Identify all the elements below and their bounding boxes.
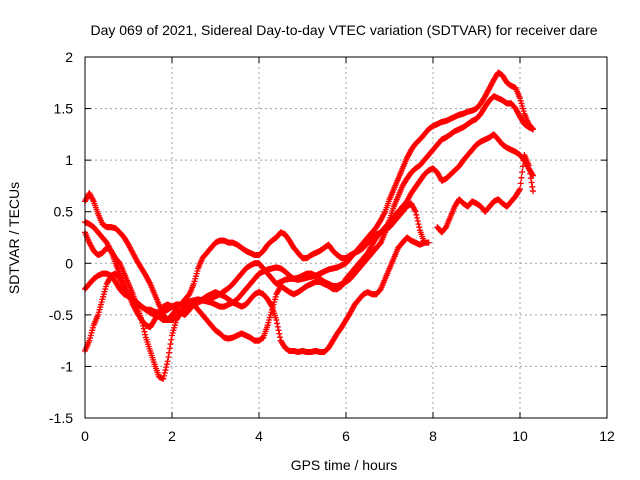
data-point — [518, 174, 525, 181]
data-point — [277, 334, 284, 341]
y-tick-label: 0 — [65, 255, 73, 271]
data-point — [163, 361, 170, 368]
data-point — [275, 327, 282, 334]
y-tick-label: 1.5 — [54, 101, 74, 117]
data-point — [416, 224, 423, 231]
data-point — [517, 186, 523, 193]
data-point — [421, 239, 428, 246]
data-point — [166, 349, 173, 356]
y-tick-label: 2 — [65, 49, 73, 65]
data-point — [165, 353, 172, 360]
y-tick-label: 0.5 — [54, 204, 74, 220]
data-point — [412, 208, 419, 215]
data-point — [140, 325, 147, 332]
data-point — [161, 372, 168, 379]
data-point — [525, 162, 532, 169]
data-point — [168, 336, 175, 343]
data-point — [160, 375, 167, 382]
data-point — [527, 170, 534, 177]
data-point — [527, 175, 534, 182]
data-point — [274, 323, 281, 330]
data-point — [414, 217, 421, 224]
y-tick-label: -1.5 — [49, 410, 73, 426]
data-point — [142, 331, 149, 338]
data-point — [519, 169, 526, 176]
data-point — [414, 214, 421, 221]
data-point — [530, 126, 537, 133]
data-point — [517, 180, 524, 187]
x-tick-label: 0 — [81, 428, 89, 444]
data-point — [530, 188, 537, 195]
y-tick-label: -0.5 — [49, 307, 73, 323]
x-tick-label: 6 — [342, 428, 350, 444]
data-point — [529, 183, 536, 190]
x-axis-title: GPS time / hours — [291, 457, 398, 473]
x-tick-label: 10 — [512, 428, 528, 444]
data-point — [526, 166, 533, 173]
data-point — [274, 320, 281, 327]
x-tick-label: 12 — [599, 428, 615, 444]
axis-ticks: 0 2 4 6 8 10 12 -1.5 -1 -0.5 0 0.5 1 1.5 2 — [49, 49, 615, 444]
x-tick-label: 4 — [255, 428, 263, 444]
x-tick-label: 8 — [429, 428, 437, 444]
data-point — [273, 317, 280, 324]
data-point — [519, 163, 526, 170]
data-point — [413, 211, 420, 218]
grid — [85, 57, 607, 418]
data-point — [276, 330, 283, 337]
data-point — [415, 221, 422, 228]
y-tick-label: 1 — [65, 152, 73, 168]
data-point — [141, 328, 148, 335]
data-point — [528, 179, 535, 186]
data-point — [167, 341, 174, 348]
chart-title: Day 069 of 2021, Sidereal Day-to-day VTE… — [90, 22, 597, 38]
y-axis-title: SDTVAR / TECUs — [6, 182, 22, 294]
y-tick-label: -1 — [61, 358, 74, 374]
data-point — [161, 369, 168, 376]
data-point — [164, 358, 171, 365]
data-points — [82, 69, 537, 382]
data-point — [163, 364, 170, 371]
data-point — [268, 302, 275, 309]
data-point — [166, 345, 173, 352]
data-point — [162, 367, 169, 374]
data-point — [516, 187, 523, 194]
x-tick-label: 2 — [168, 428, 176, 444]
